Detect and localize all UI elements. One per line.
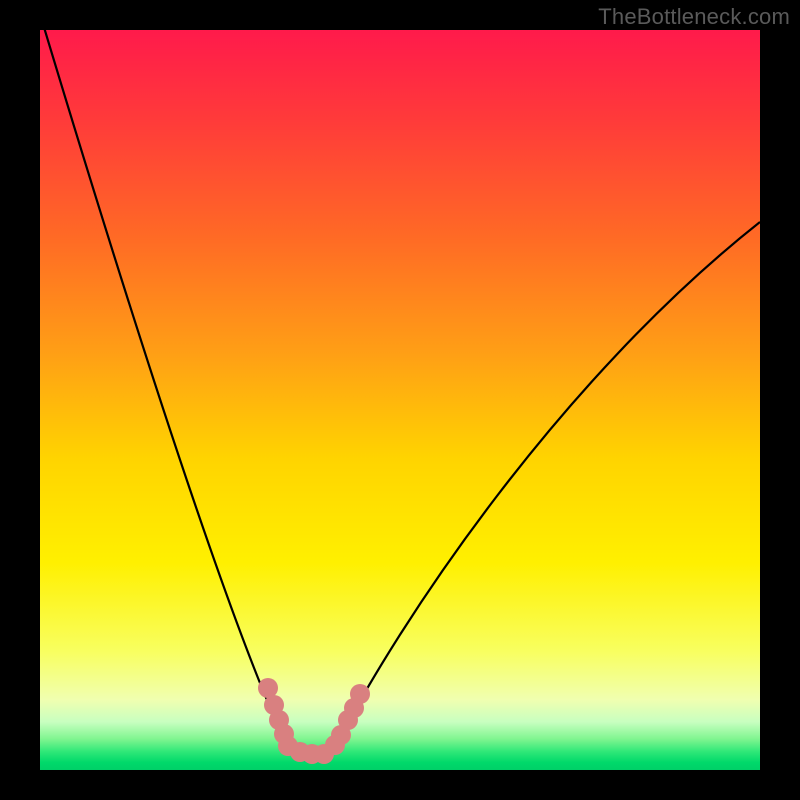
- plot-background: [40, 30, 760, 770]
- bottleneck-chart: [0, 0, 800, 800]
- marker-left-0: [258, 678, 278, 698]
- marker-right-4: [350, 684, 370, 704]
- watermark-label: TheBottleneck.com: [598, 4, 790, 30]
- chart-container: TheBottleneck.com: [0, 0, 800, 800]
